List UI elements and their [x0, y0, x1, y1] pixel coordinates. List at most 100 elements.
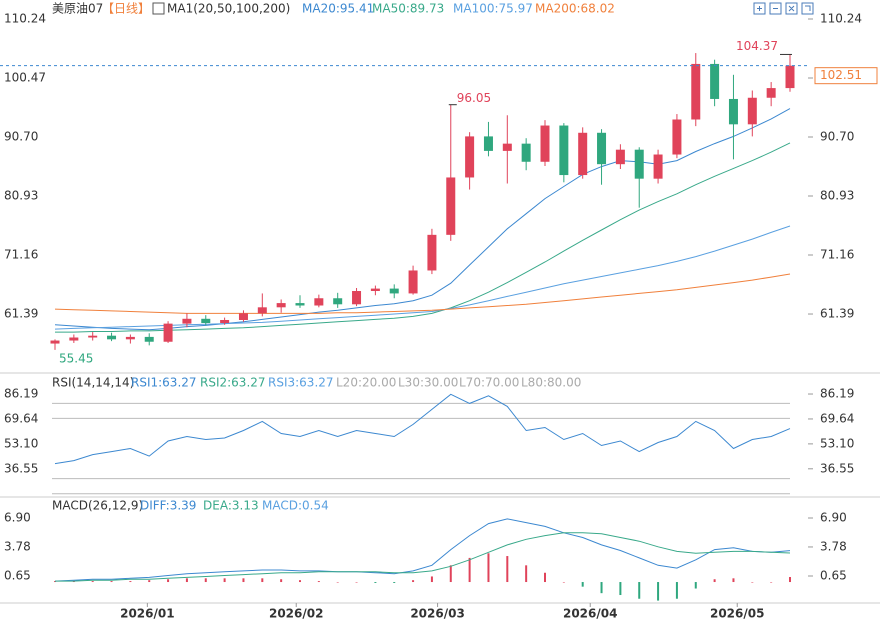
- ma-line: [55, 142, 791, 333]
- candle-body: [125, 336, 135, 340]
- histogram-bar: [129, 581, 132, 583]
- candle-body: [352, 291, 362, 305]
- candle-body: [370, 288, 380, 292]
- histogram-bar: [525, 565, 528, 583]
- price-tag-label: 102.51: [820, 68, 862, 82]
- y-tick-label: 61.39: [820, 307, 854, 321]
- legend-entry: MA100:75.97: [453, 2, 533, 16]
- candle-body: [521, 143, 531, 162]
- x-tick-label: 2026/05: [710, 607, 764, 621]
- candle-body: [465, 136, 475, 178]
- histogram-bar: [713, 579, 716, 583]
- y-tick-label: 90.70: [820, 130, 854, 144]
- histogram-bar: [449, 565, 452, 583]
- candle-body: [408, 270, 418, 294]
- legend-entry: MA50:89.73: [372, 2, 444, 16]
- candle-body: [182, 318, 192, 324]
- x-tick-label: 2026/03: [410, 607, 464, 621]
- legend-entry: DIFF:3.39: [140, 499, 196, 513]
- ma-line: [54, 108, 791, 331]
- y-tick-label: 0.65: [820, 568, 847, 582]
- candle-body: [257, 307, 267, 314]
- x-tick-label: 2026/04: [563, 607, 617, 621]
- candle-body: [559, 125, 569, 176]
- histogram-bar: [675, 582, 678, 599]
- histogram-bar: [581, 582, 584, 587]
- histogram-bar: [600, 582, 603, 594]
- histogram-bar: [148, 580, 151, 583]
- ma-line: [54, 273, 791, 314]
- candle-body: [747, 97, 757, 125]
- y-tick-label: 53.10: [4, 436, 38, 450]
- icon[interactable]: [801, 2, 814, 15]
- high-label: 96.05: [457, 91, 491, 105]
- rsi-title: RSI(14,14,14): [52, 376, 134, 390]
- candle-body: [163, 323, 173, 342]
- histogram-bar: [619, 582, 622, 596]
- macd-line: [55, 532, 791, 582]
- legend-entry: L70:70.00: [459, 376, 519, 390]
- y-tick-label: 71.16: [820, 248, 854, 262]
- toolbar-icons[interactable]: [753, 2, 814, 15]
- symbol: 美原油07: [52, 2, 103, 16]
- icon[interactable]: [753, 2, 766, 15]
- y-tick-label: 36.55: [820, 461, 854, 475]
- legend-entry: L20:20.00: [336, 376, 396, 390]
- y-tick-label: 6.90: [820, 511, 847, 525]
- candle-body: [276, 303, 286, 308]
- histogram-bar: [789, 577, 791, 583]
- y-tick-label: 69.64: [4, 411, 38, 425]
- price-tag: [814, 67, 878, 85]
- histogram-bar: [110, 581, 113, 583]
- y-tick-label: 86.19: [820, 387, 854, 401]
- histogram-bar: [770, 582, 773, 583]
- candle-body: [314, 298, 324, 306]
- legend-entry: MA20:95.41: [302, 2, 374, 16]
- histogram-bar: [544, 572, 546, 583]
- y-tick-label: 3.78: [4, 539, 31, 553]
- legend-entry: RSI2:63.27: [200, 376, 266, 390]
- rsi-line: [54, 393, 791, 465]
- legend-entry: L30:30.00: [398, 376, 458, 390]
- y-tick-label: 61.39: [4, 307, 38, 321]
- candle-body: [502, 143, 512, 151]
- histogram-bar: [393, 582, 396, 583]
- y-tick-label: 0.65: [4, 568, 31, 582]
- candle-body: [615, 149, 625, 165]
- histogram-bar: [261, 578, 264, 583]
- candle-body: [710, 63, 720, 99]
- histogram-bar: [638, 582, 641, 599]
- histogram-bar: [468, 557, 471, 583]
- candle-body: [389, 288, 399, 294]
- candle-body: [201, 318, 211, 324]
- icon[interactable]: [769, 2, 782, 15]
- x-tick-label: 2026/01: [120, 607, 174, 621]
- histogram-bar: [280, 579, 283, 583]
- legend-entry: L80:80.00: [521, 376, 581, 390]
- histogram-bar: [657, 582, 660, 601]
- candle-body: [238, 313, 248, 320]
- period[interactable]: 【日线】: [102, 2, 150, 16]
- candle-body: [691, 63, 701, 120]
- y-tick-label: 110.24: [820, 11, 862, 25]
- high-label: 104.37: [736, 39, 778, 53]
- icon[interactable]: [785, 2, 798, 15]
- y-tick-label: 80.93: [820, 189, 854, 203]
- histogram-bar: [506, 556, 509, 583]
- candle-body: [333, 298, 343, 305]
- histogram-bar: [185, 578, 188, 583]
- histogram-bar: [317, 581, 320, 583]
- histogram-bar: [204, 578, 207, 583]
- candle-body: [107, 335, 117, 340]
- candle-body: [597, 132, 607, 165]
- y-tick-label: 69.64: [820, 411, 854, 425]
- y-tick-label: 100.47: [4, 71, 46, 85]
- candle-body: [88, 335, 98, 338]
- candle-body: [69, 337, 79, 341]
- settings-icon[interactable]: [152, 2, 165, 15]
- legend-entry: MACD:0.54: [262, 499, 329, 513]
- candle-body: [653, 154, 663, 179]
- y-tick-label: 86.19: [4, 387, 38, 401]
- histogram-bar: [242, 578, 245, 583]
